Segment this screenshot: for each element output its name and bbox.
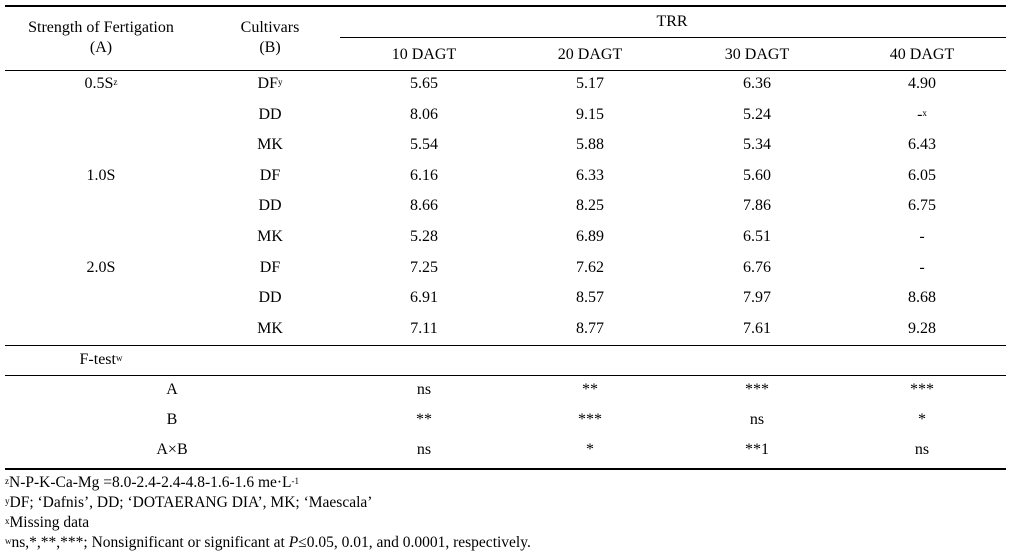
- trr-cell: 5.28: [410, 228, 438, 245]
- ftest-cell: ns: [416, 441, 432, 458]
- trr-cell: 6.36: [743, 75, 771, 92]
- row-cultivar: DFy: [257, 75, 283, 92]
- trr-cell: 6.91: [410, 289, 438, 307]
- top-rule: [5, 5, 1006, 7]
- sub-header-10: 10 DAGT: [391, 46, 457, 63]
- ftest-factor: A×B: [156, 441, 188, 458]
- trr-cell: 5.60: [743, 166, 771, 184]
- trr-cell: 7.62: [576, 258, 604, 276]
- row-cultivar: DD: [258, 105, 282, 123]
- sub-header-40: 40 DAGT: [889, 46, 955, 63]
- body-bottom-rule: [5, 345, 1006, 346]
- trr-cell: 5.17: [576, 75, 604, 92]
- trr-group-header: TRR: [656, 13, 688, 30]
- col-b-header-line1: Cultivars: [240, 19, 300, 36]
- trr-cell: 5.34: [743, 136, 771, 154]
- footnote-w: wns,*,**,***; Nonsignificant or signific…: [5, 534, 531, 551]
- ftest-cell: ***: [578, 411, 602, 428]
- trr-cell: 6.89: [576, 228, 604, 245]
- col-a-header-line2: (A): [89, 39, 113, 56]
- row-strength: 2.0S: [86, 258, 116, 276]
- row-cultivar: MK: [257, 228, 283, 245]
- trr-cell: 5.54: [410, 136, 438, 154]
- trr-cell: 6.43: [908, 136, 936, 154]
- trr-cell: 7.61: [743, 319, 771, 337]
- trr-cell: 9.28: [908, 319, 936, 337]
- trr-cell: 6.16: [410, 166, 438, 184]
- sub-header-30: 30 DAGT: [724, 46, 790, 63]
- trr-cell: -: [919, 258, 925, 276]
- ftest-factor: B: [166, 411, 178, 428]
- row-cultivar: DF: [259, 166, 281, 184]
- ftest-cell: **1: [745, 441, 769, 458]
- trr-cell: 5.65: [410, 75, 438, 92]
- row-strength: 1.0S: [86, 166, 116, 184]
- row-cultivar: DF: [259, 258, 281, 276]
- ftest-cell: ns: [914, 441, 930, 458]
- bottom-rule: [5, 468, 1006, 470]
- footnote-y: yDF; ‘Dafnis’, DD; ‘DOTAERANG DIA’, MK; …: [5, 494, 373, 511]
- trr-cell: 7.97: [743, 289, 771, 307]
- trr-cell: 4.90: [908, 75, 936, 92]
- row-cultivar: MK: [257, 136, 283, 154]
- ftest-cell: ns: [749, 411, 765, 428]
- trr-cell: 5.88: [576, 136, 604, 154]
- trr-cell: 8.68: [908, 289, 936, 307]
- row-cultivar: DD: [258, 197, 282, 215]
- row-cultivar: MK: [257, 319, 283, 337]
- trr-cell: 8.77: [576, 319, 604, 337]
- ftest-cell: ns: [416, 381, 432, 398]
- trr-cell: -: [919, 228, 925, 245]
- trr-cell: 6.33: [576, 166, 604, 184]
- trr-cell: 6.51: [743, 228, 771, 245]
- ftest-cell: **: [582, 381, 598, 398]
- trr-cell: 6.05: [908, 166, 936, 184]
- trr-cell: 7.25: [410, 258, 438, 276]
- ftest-cell: ***: [745, 381, 769, 398]
- row-strength: 0.5Sz: [84, 75, 118, 92]
- ftest-cell: **: [416, 411, 432, 428]
- trr-cell: 5.24: [743, 105, 771, 123]
- ftest-cell: ***: [910, 381, 934, 398]
- trr-underline: [340, 37, 1006, 38]
- ftest-rule: [5, 375, 1006, 376]
- trr-cell: 8.66: [410, 197, 438, 215]
- col-b-header-line2: (B): [259, 39, 281, 56]
- col-a-header-line1: Strength of Fertigation: [28, 19, 174, 36]
- row-cultivar: DD: [258, 289, 282, 307]
- ftest-cell: *: [918, 411, 926, 428]
- trr-cell: 7.11: [410, 319, 438, 337]
- sub-header-20: 20 DAGT: [557, 46, 623, 63]
- footnote-x: xMissing data: [5, 514, 90, 531]
- trr-cell: 7.86: [743, 197, 771, 215]
- trr-cell: 6.76: [743, 258, 771, 276]
- trr-cell: 8.25: [576, 197, 604, 215]
- header-rule: [5, 70, 1006, 71]
- ftest-label: F-testw: [79, 351, 123, 368]
- trr-cell: 8.57: [576, 289, 604, 307]
- ftest-cell: *: [586, 441, 594, 458]
- footnote-z: zN-P-K-Ca-Mg =8.0-2.4-2.4-4.8-1.6-1.6 me…: [5, 474, 300, 491]
- trr-cell: 9.15: [576, 105, 604, 123]
- trr-cell: 8.06: [410, 105, 438, 123]
- trr-cell: 6.75: [908, 197, 936, 215]
- ftest-factor: A: [166, 381, 178, 398]
- trr-cell: -x: [917, 105, 927, 123]
